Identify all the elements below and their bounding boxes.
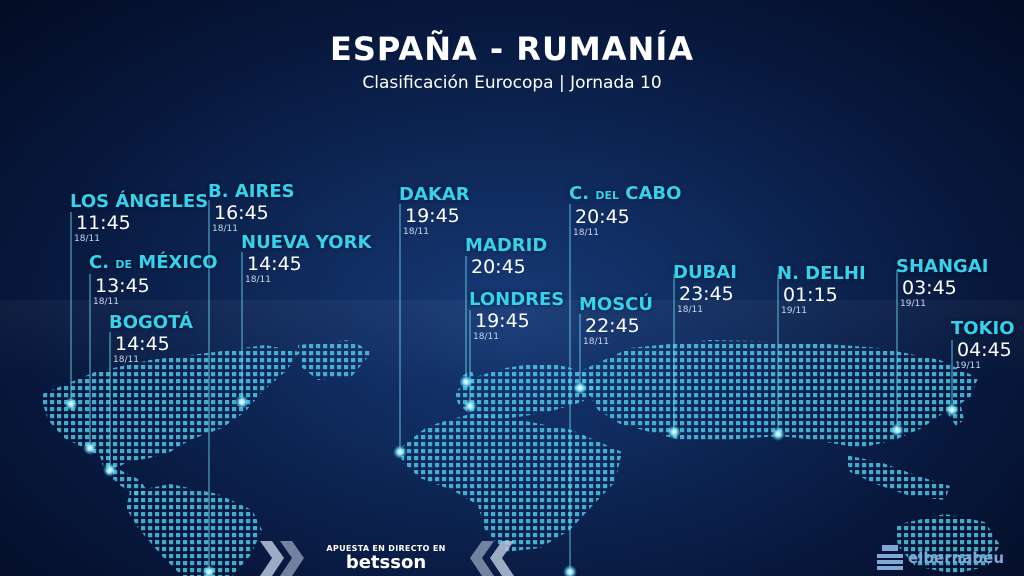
city-name: LOS ÁNGELES xyxy=(70,191,209,212)
banner-tagline: APUESTA EN DIRECTO EN xyxy=(326,544,446,553)
city-time: 04:45 xyxy=(957,339,1012,361)
match-title: ESPAÑA - RUMANÍA xyxy=(330,30,694,68)
city-new-delhi: N. DELHI 01:15 19/11 xyxy=(777,263,866,317)
city-time: 20:45 xyxy=(575,206,630,228)
city-name: MOSCÚ xyxy=(579,294,654,315)
city-name: N. DELHI xyxy=(777,263,866,284)
city-time: 23:45 xyxy=(679,283,734,305)
city-time: 03:45 xyxy=(902,277,957,299)
city-time: 14:45 xyxy=(115,333,170,355)
chevron-left-icon xyxy=(470,541,514,576)
city-name: SHANGAI xyxy=(896,256,989,277)
city-buenos-aires: B. AIRES 16:45 18/11 xyxy=(208,181,295,235)
city-name: B. AIRES xyxy=(208,181,295,202)
logo-text: elbernabéu xyxy=(908,549,1005,567)
city-date: 18/11 xyxy=(677,305,703,315)
continent-africa xyxy=(400,414,622,552)
city-date: 19/11 xyxy=(781,306,807,316)
match-subtitle: Clasificación Eurocopa | Jornada 10 xyxy=(362,73,662,93)
city-new-york: NUEVA YORK 14:45 18/11 xyxy=(241,232,372,286)
betsson-banner[interactable]: APUESTA EN DIRECTO EN betsson xyxy=(318,544,454,573)
city-date: 18/11 xyxy=(245,275,271,285)
city-name: C. DEL CABO xyxy=(569,183,682,204)
city-mexico: C. DE MÉXICO 13:45 18/11 xyxy=(89,252,218,308)
city-dubai: DUBAI 23:45 18/11 xyxy=(673,262,737,316)
city-name: LONDRES xyxy=(469,289,565,310)
city-name: TOKIO xyxy=(951,318,1015,339)
continent-south-america xyxy=(126,484,262,576)
city-date: 19/11 xyxy=(955,361,981,371)
city-time: 11:45 xyxy=(76,212,131,234)
city-tokyo: TOKIO 04:45 19/11 xyxy=(951,318,1015,372)
city-time: 22:45 xyxy=(585,315,640,337)
continent-se-asia xyxy=(845,455,950,500)
city-dakar: DAKAR 19:45 18/11 xyxy=(399,184,470,238)
city-date: 18/11 xyxy=(403,227,429,237)
city-date: 18/11 xyxy=(74,234,100,244)
city-moscow: MOSCÚ 22:45 18/11 xyxy=(579,294,654,348)
city-madrid: MADRID 20:45 xyxy=(465,235,548,279)
city-date: 18/11 xyxy=(212,224,238,234)
elbernabeu-logo[interactable]: elbernabéu xyxy=(874,540,1024,574)
city-cape-town: C. DEL CABO 20:45 18/11 xyxy=(569,183,682,239)
betsson-logo: betsson xyxy=(345,552,427,573)
city-date: 18/11 xyxy=(113,355,139,365)
city-time: 13:45 xyxy=(95,275,150,297)
city-los-angeles: LOS ÁNGELES 11:45 18/11 xyxy=(70,191,209,245)
city-london: LONDRES 19:45 18/11 xyxy=(469,289,565,343)
chevron-right-icon xyxy=(260,541,304,576)
city-date: 18/11 xyxy=(573,228,599,238)
city-name: BOGOTÁ xyxy=(109,312,193,333)
city-name: DAKAR xyxy=(399,184,470,205)
city-time: 14:45 xyxy=(247,253,302,275)
city-time: 19:45 xyxy=(475,310,530,332)
city-date: 18/11 xyxy=(93,297,119,307)
continent-australia xyxy=(895,514,1000,574)
bernabeu-stadium-icon xyxy=(877,545,903,570)
city-time: 16:45 xyxy=(214,202,269,224)
city-name: C. DE MÉXICO xyxy=(89,252,218,273)
city-name: NUEVA YORK xyxy=(241,232,372,253)
city-name: MADRID xyxy=(465,235,548,256)
city-time: 20:45 xyxy=(471,256,526,278)
city-name: DUBAI xyxy=(673,262,737,283)
city-shanghai: SHANGAI 03:45 19/11 xyxy=(896,256,989,310)
city-date: 18/11 xyxy=(583,337,609,347)
city-date: 19/11 xyxy=(900,299,926,309)
city-time: 01:15 xyxy=(783,284,838,306)
city-bogota: BOGOTÁ 14:45 18/11 xyxy=(109,312,193,366)
city-date: 18/11 xyxy=(473,332,499,342)
city-time: 19:45 xyxy=(405,205,460,227)
